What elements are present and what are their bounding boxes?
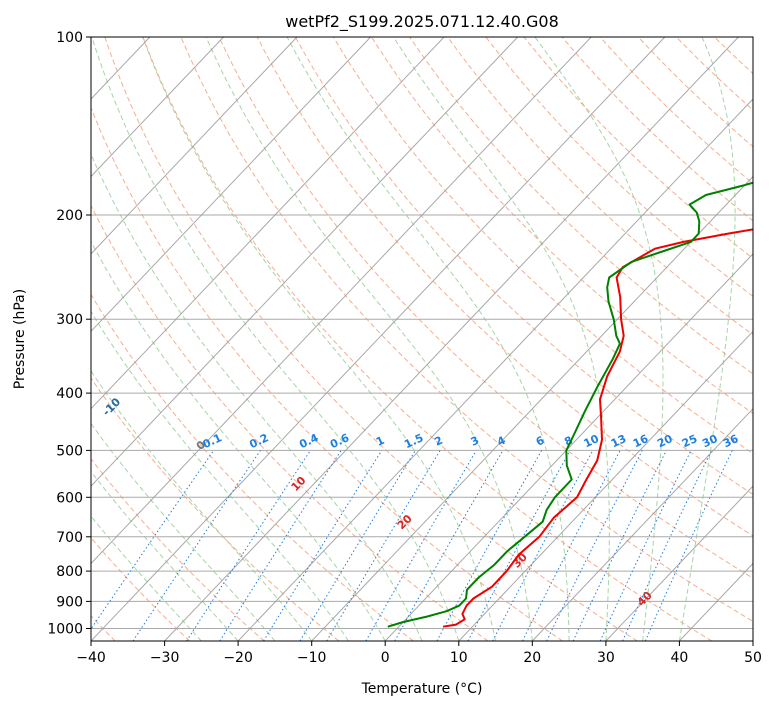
moist-adiabat-line bbox=[534, 37, 664, 641]
x-tick-label: −20 bbox=[223, 650, 253, 666]
x-axis-title: Temperature (°C) bbox=[361, 681, 483, 697]
mixing-ratio-line bbox=[467, 450, 571, 641]
moist-adiabat-line bbox=[393, 37, 610, 641]
dry-adiabat-line bbox=[91, 106, 563, 641]
isotherm-line bbox=[384, 253, 753, 641]
mixing-ratio-line bbox=[186, 450, 311, 641]
y-tick-label: 400 bbox=[56, 386, 83, 402]
moist-adiabat-line bbox=[142, 37, 497, 641]
y-tick-label: 800 bbox=[56, 564, 83, 580]
y-tick-label: 1000 bbox=[47, 622, 83, 638]
isotherm-grid bbox=[91, 37, 753, 641]
isotherm-line bbox=[91, 37, 592, 565]
dry-adiabat-line bbox=[485, 37, 753, 297]
dry-adiabat-line bbox=[218, 37, 753, 579]
mixing-ratio-line bbox=[522, 450, 621, 641]
isotherm-line bbox=[237, 98, 753, 641]
x-tick-label: −10 bbox=[297, 650, 327, 666]
y-tick-label: 700 bbox=[56, 530, 83, 546]
dry-adiabat-line bbox=[104, 37, 638, 641]
dry-adiabat-line bbox=[256, 37, 753, 537]
moist-adiabat-line bbox=[91, 310, 349, 641]
mixing-ratio-line bbox=[546, 450, 643, 641]
mixing-ratio-line bbox=[132, 450, 261, 641]
dry-adiabat-line bbox=[91, 457, 265, 641]
isotherm-line bbox=[605, 485, 753, 641]
isotherm-line bbox=[91, 37, 666, 641]
mixing-ratio-label: 36 bbox=[721, 432, 741, 450]
mixing-ratio-label: 25 bbox=[680, 432, 699, 450]
moist-adiabat-line bbox=[91, 422, 276, 641]
y-tick-label: 200 bbox=[56, 208, 83, 224]
dry-adiabat-line bbox=[294, 37, 753, 495]
dry-adiabat-line bbox=[91, 204, 489, 641]
isotherm-line bbox=[91, 37, 224, 178]
y-axis-title: Pressure (hPa) bbox=[12, 289, 28, 389]
moist-adiabat-line bbox=[91, 240, 386, 641]
dewpoint-profile-line bbox=[387, 181, 753, 628]
dry-adiabat-line bbox=[371, 37, 753, 414]
y-tick-label: 500 bbox=[56, 443, 83, 459]
isotherm-line bbox=[311, 175, 753, 641]
mixing-ratio-label: 13 bbox=[609, 432, 628, 450]
dry-adiabat-line bbox=[142, 37, 713, 641]
moist-adiabat-line bbox=[91, 37, 460, 641]
isotherm-line bbox=[91, 37, 519, 487]
isotherm-line bbox=[164, 37, 739, 641]
mixing-ratio-line bbox=[394, 450, 504, 641]
mixing-ratio-lines bbox=[91, 450, 733, 641]
isotherm-line bbox=[91, 37, 445, 410]
x-tick-label: 40 bbox=[670, 650, 688, 666]
plot-frame bbox=[90, 36, 754, 642]
moist-adiabats bbox=[91, 37, 736, 641]
isotherm-line bbox=[458, 330, 753, 641]
x-tick-label: 20 bbox=[523, 650, 541, 666]
mixing-ratio-label: 10 bbox=[582, 432, 602, 450]
mixing-ratio-line bbox=[644, 450, 733, 641]
dry-adiabat-line bbox=[91, 536, 191, 641]
x-axis: −40 −30 −20 −10 0 10 20 30 40 50 bbox=[76, 641, 762, 666]
x-tick-label: −40 bbox=[76, 650, 106, 666]
temperature-profile-line bbox=[442, 228, 753, 628]
mixing-ratio-line bbox=[299, 450, 416, 641]
mixing-ratio-line bbox=[436, 450, 543, 641]
mixing-ratio-line bbox=[219, 450, 342, 641]
isotherm-line bbox=[531, 407, 753, 641]
x-tick-label: 0 bbox=[381, 650, 390, 666]
y-tick-label: 600 bbox=[56, 490, 83, 506]
mixing-ratio-label: 30 bbox=[700, 432, 720, 450]
y-tick-label: 900 bbox=[56, 594, 83, 610]
y-tick-label: 100 bbox=[56, 30, 83, 46]
moist-adiabat-line bbox=[205, 37, 533, 641]
moist-adiabat-line bbox=[91, 515, 202, 641]
mixing-ratio-line bbox=[263, 450, 383, 641]
y-tick-label: 300 bbox=[56, 312, 83, 328]
x-tick-label: 50 bbox=[744, 650, 762, 666]
mixing-ratio-label: 16 bbox=[631, 432, 651, 450]
y-axis: 100 200 300 400 500 600 700 800 900 1000 bbox=[47, 30, 91, 638]
x-tick-label: −30 bbox=[150, 650, 180, 666]
mixing-ratio-label: 20 bbox=[655, 432, 675, 450]
isotherm-line bbox=[91, 37, 371, 333]
dry-adiabat-line bbox=[447, 37, 753, 336]
moist-adiabat-line bbox=[91, 470, 239, 641]
x-tick-label: 30 bbox=[597, 650, 615, 666]
mixing-ratio-line bbox=[91, 450, 215, 630]
moist-adiabat-line bbox=[286, 37, 570, 641]
chart-title: wetPf2_S199.2025.071.12.40.G08 bbox=[285, 12, 559, 32]
isotherm-line bbox=[91, 37, 298, 255]
dry-adiabat-line bbox=[180, 37, 753, 622]
sounding-profiles bbox=[387, 181, 753, 628]
x-tick-label: 10 bbox=[450, 650, 468, 666]
plot-area: 0.10.20.40.611.52346810131620253036-100-… bbox=[91, 37, 753, 641]
